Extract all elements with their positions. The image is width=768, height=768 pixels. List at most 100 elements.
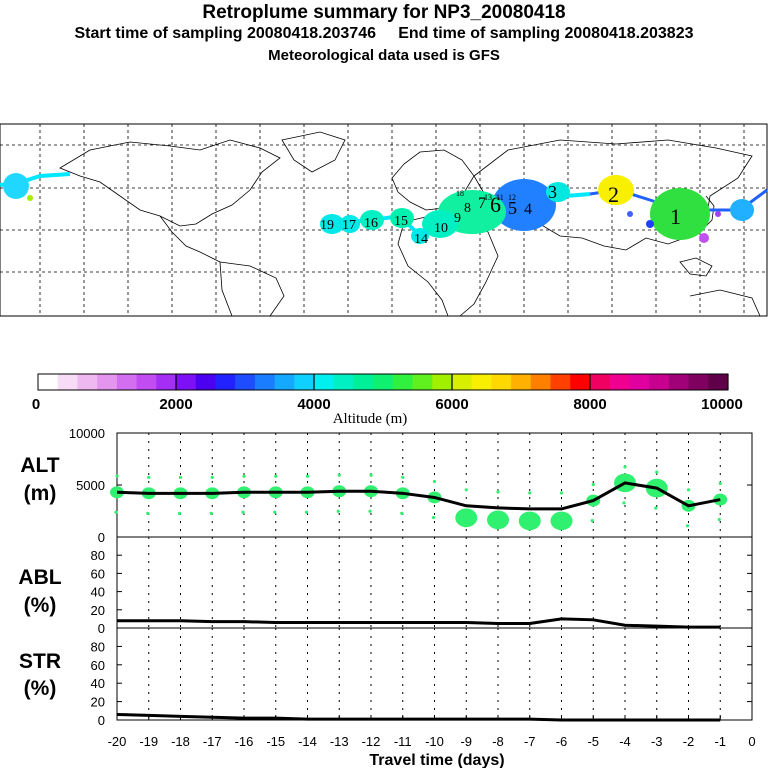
plume-blob	[546, 182, 570, 202]
colorbar-major-ticks	[175, 374, 591, 390]
plume-dot	[622, 501, 626, 505]
colorbar-cell	[373, 374, 394, 390]
plume-dot	[368, 509, 372, 513]
y-tick-label: 60	[91, 658, 105, 673]
plume-dot	[209, 511, 213, 515]
colorbar-cell	[629, 374, 650, 390]
plume-label: 5	[508, 198, 517, 218]
chart-title: Retroplume summary for NP3_20080418	[202, 2, 566, 23]
colorbar-cell	[57, 374, 79, 390]
plume-dot	[487, 510, 509, 530]
plume-blob	[492, 179, 556, 231]
plume-dot	[432, 479, 437, 484]
plume-blob	[598, 175, 634, 205]
plume-dot	[558, 527, 563, 531]
x-tick-label: 0	[748, 734, 755, 749]
plume-label: 13	[484, 193, 492, 202]
colorbar-frame	[37, 373, 729, 391]
plume-label: 18	[456, 189, 464, 198]
y-tick-label: 0	[98, 530, 105, 545]
plume-blob	[699, 233, 709, 243]
x-tick-label: -14	[298, 734, 317, 749]
plume-label: 7	[478, 195, 486, 212]
plume-dot	[559, 491, 564, 495]
series-line-abl	[117, 617, 721, 629]
plume-day-labels: 19 17 16 15 14 10 9 8 7 6 5 4 3 2 1 11 1…	[320, 182, 681, 247]
plume-blob	[411, 228, 429, 244]
plume-label: 10	[434, 221, 448, 236]
x-tick-label: -16	[235, 734, 254, 749]
plume-label: 14	[414, 232, 428, 247]
plume-dot	[336, 509, 340, 513]
colorbar-cell	[333, 374, 355, 390]
x-tick-label: -18	[171, 734, 190, 749]
plume-dot	[178, 475, 183, 479]
x-tick-label: -8	[492, 734, 504, 749]
plume-label: 11	[496, 193, 504, 202]
plume-dot	[146, 511, 150, 515]
colorbar-cell	[97, 374, 118, 390]
panel-frame	[116, 536, 753, 629]
colorbar-cell	[432, 374, 453, 390]
x-tick-label: -10	[425, 734, 444, 749]
colorbar-cell	[254, 374, 276, 390]
colorbar-cell	[590, 374, 611, 390]
y-tick-label: 40	[91, 676, 105, 691]
colorbar-cell	[314, 374, 335, 390]
plume-dot	[274, 474, 278, 478]
plume-dot	[686, 488, 691, 492]
colorbar-cell	[491, 374, 512, 390]
plume-blob	[715, 211, 721, 217]
plume-dot	[337, 473, 341, 477]
colorbar-cell	[195, 374, 217, 390]
plume-dot	[400, 511, 404, 515]
plume-blobs	[3, 173, 754, 244]
colorbar-cell	[235, 374, 256, 390]
plume-blob	[627, 211, 633, 217]
plume-dot	[463, 524, 467, 528]
panel-alt: 0 5000 10000 ALT (m)	[20, 426, 753, 545]
x-tick-label: -7	[524, 734, 536, 749]
plume-blob	[27, 195, 33, 201]
x-tick-label: -6	[556, 734, 568, 749]
plume-dot	[464, 488, 468, 492]
plume-blob	[390, 208, 414, 228]
colorbar-tick-label: 0	[32, 396, 40, 413]
colorbar-label: Altitude (m)	[333, 411, 408, 427]
colorbar-cell	[294, 374, 315, 390]
plume-dot	[273, 510, 277, 514]
plume-blob	[340, 215, 360, 233]
colorbar-cell	[116, 374, 138, 390]
plume-dot	[147, 475, 151, 479]
plume-label: 15	[394, 214, 408, 229]
plume-dot	[242, 474, 246, 478]
plume-label: 1	[670, 204, 681, 229]
x-tick-label: -2	[683, 734, 695, 749]
plume-dot	[177, 511, 182, 515]
plume-dot	[528, 491, 532, 495]
plume-dot	[717, 517, 721, 522]
plume-blob	[650, 188, 710, 240]
colorbar-cell	[136, 374, 157, 390]
colorbar-cell	[649, 374, 670, 390]
plume-dot	[518, 511, 541, 531]
y-tick-label: 5000	[76, 478, 105, 493]
plume-label: 2	[608, 182, 619, 207]
plume-label: 8	[464, 201, 471, 216]
plume-dot	[623, 465, 627, 469]
colorbar-cell	[511, 374, 532, 390]
time-series-panels: 0 5000 10000 ALT (m) 0 20 40 60 80 ABL (%) 0 20 40 60 80…	[18, 426, 755, 768]
x-axis-label: Travel time (days)	[369, 752, 504, 768]
plume-dot	[455, 508, 478, 528]
plume-label: 6	[490, 192, 501, 217]
x-tick-label: -1	[714, 734, 726, 749]
colorbar-cell	[708, 374, 729, 390]
plume-label: 9	[454, 211, 461, 226]
x-tick-label: -3	[651, 734, 663, 749]
plume-dot	[401, 475, 405, 479]
plume-dot	[114, 510, 118, 514]
plume-dot	[241, 510, 245, 514]
plume-blob	[320, 214, 344, 234]
panel-abl: 0 20 40 60 80 ABL (%)	[18, 536, 753, 636]
